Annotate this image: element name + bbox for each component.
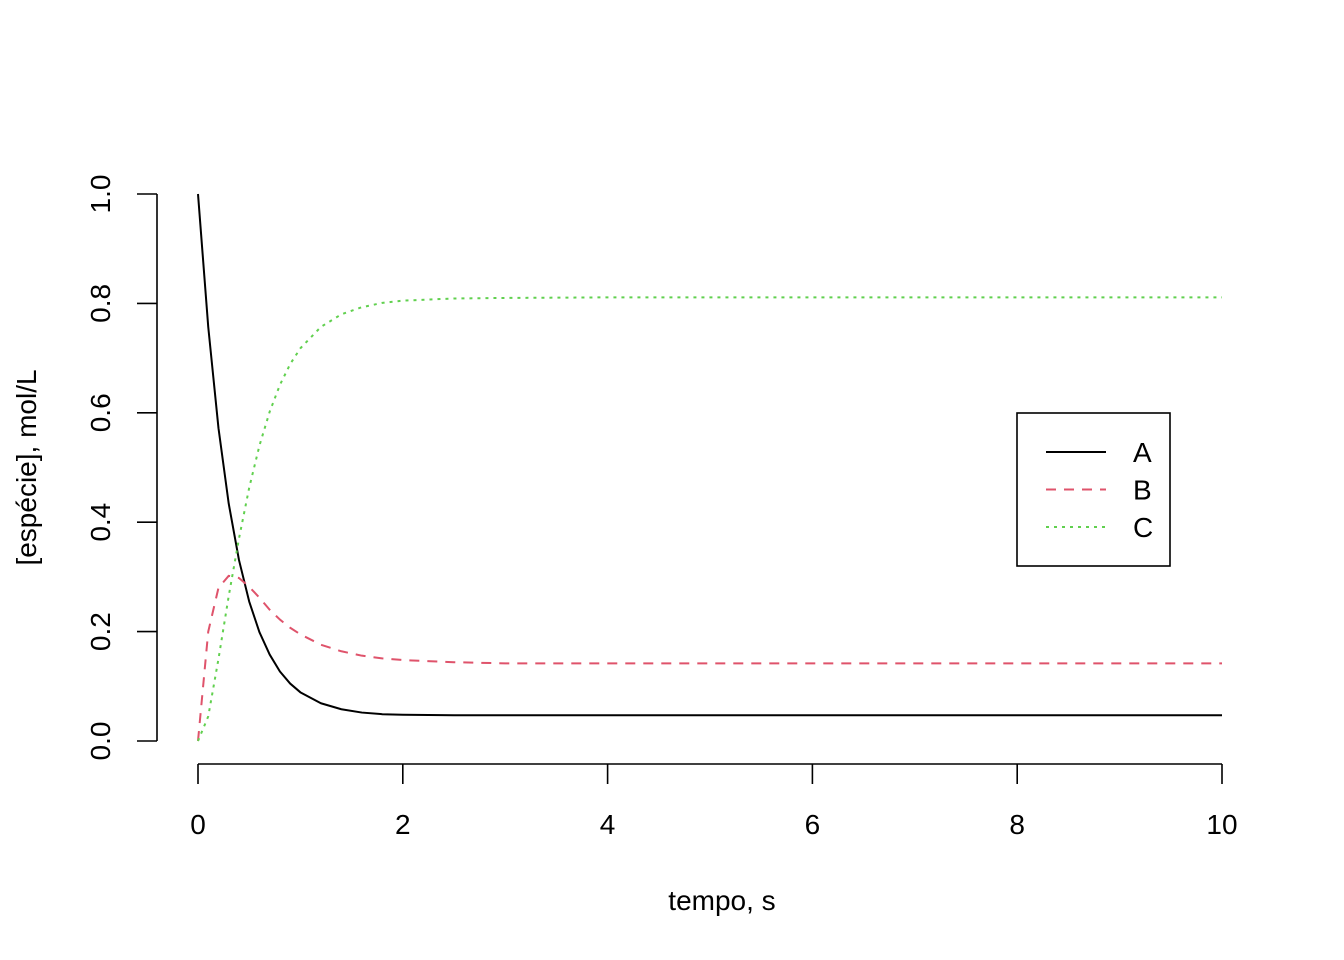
- y-tick-label: 0.8: [85, 284, 116, 323]
- legend-label-b: B: [1133, 475, 1152, 506]
- plot-area: [197, 193, 1222, 742]
- legend-label-c: C: [1133, 512, 1153, 543]
- y-axis-title: [espécie], mol/L: [11, 369, 42, 565]
- y-tick-label: 0.4: [85, 503, 116, 542]
- axes: 0 2 4 6 8 10 0.0 0.2 0.4 0.6 0.8 1.0: [85, 175, 1238, 840]
- legend: ABC: [1016, 412, 1171, 567]
- x-tick-label: 10: [1206, 809, 1237, 840]
- legend-label-a: A: [1133, 437, 1152, 468]
- x-tick-label: 6: [805, 809, 821, 840]
- y-tick-label: 1.0: [85, 175, 116, 214]
- x-tick-label: 8: [1009, 809, 1025, 840]
- series-line-a: [197, 193, 1222, 717]
- x-tick-label: 4: [600, 809, 616, 840]
- y-tick-label: 0.6: [85, 393, 116, 432]
- series-line-b: [197, 574, 1222, 742]
- x-tick-label: 2: [395, 809, 411, 840]
- x-tick-label: 0: [190, 809, 206, 840]
- y-tick-label: 0.2: [85, 612, 116, 651]
- x-axis-title: tempo, s: [668, 885, 775, 916]
- y-tick-label: 0.0: [85, 722, 116, 761]
- legend-box: [1016, 412, 1171, 567]
